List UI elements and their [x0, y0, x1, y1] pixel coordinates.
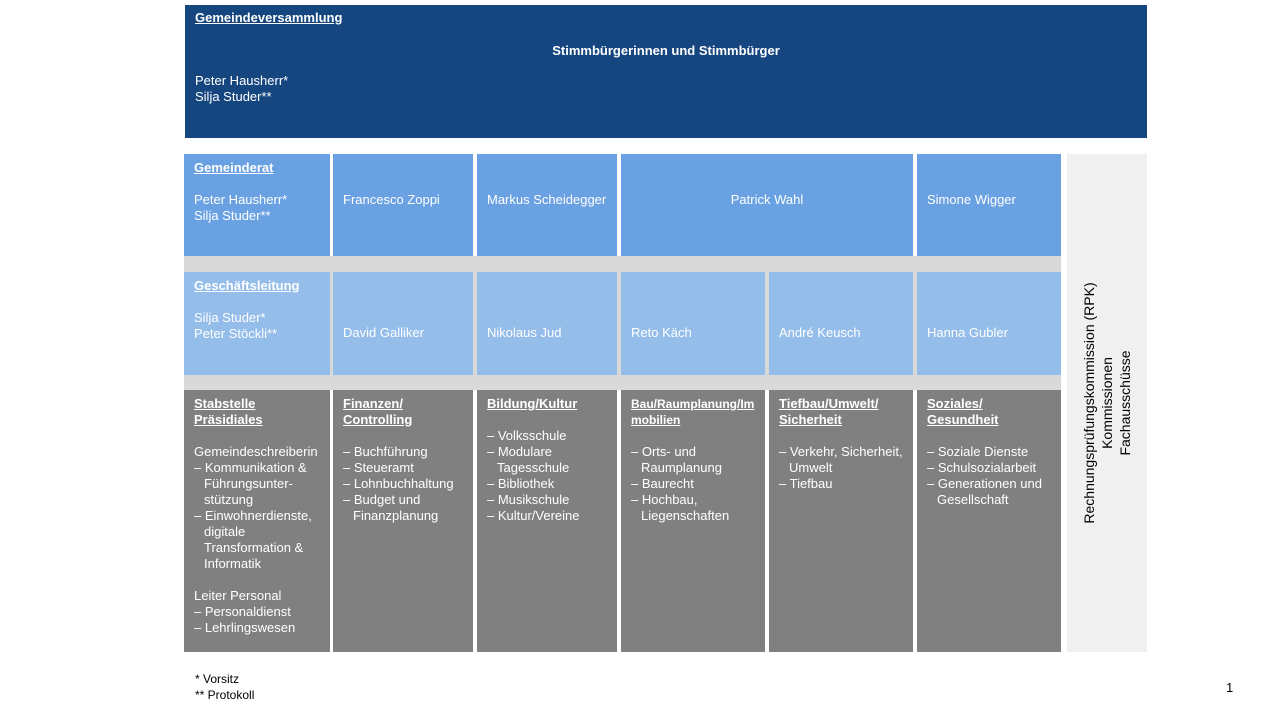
department-item: Generationen und Gesellschaft [927, 476, 1051, 508]
department-title: Bau/Raumplanung/Immobilien [631, 397, 755, 427]
department-cell: Soziales/ Gesundheit Soziale DiensteSchul… [917, 390, 1061, 652]
department-item: Soziale Dienste [927, 444, 1051, 460]
geschaeftsleitung-member-cell: Hanna Gubler [917, 272, 1061, 375]
department-item: Volksschule [487, 428, 607, 444]
rpk-box: Rechnungsprüfungskommission (RPK) Kommis… [1067, 154, 1147, 652]
gemeinderat-member-cell: Simone Wigger [917, 154, 1061, 256]
gemeindeversammlung-subtitle: Stimmbürgerinnen und Stimmbürger [552, 43, 780, 58]
member: Patrick Wahl [730, 192, 804, 207]
department-cell: Bildung/Kultur VolksschuleModulare Tagess… [477, 390, 617, 652]
department-item: Verkehr, Sicherheit, Umwelt [779, 444, 903, 476]
member: Silja Studer* [194, 310, 266, 325]
department-item: Tiefbau [779, 476, 903, 492]
department-cell: Bau/Raumplanung/Immobilien Orts- und Raum… [621, 390, 765, 652]
department-cell: Stabstelle Präsidiales Gemeindeschreiberi… [184, 390, 330, 652]
gemeindeversammlung-box: Gemeindeversammlung Stimmbürgerinnen und… [185, 5, 1147, 138]
department-item: Lehrlingswesen [194, 620, 320, 636]
department-item: Kommunikation & Führungsunter-stützung [194, 460, 320, 508]
department-item: Hochbau, Liegenschaften [631, 492, 755, 524]
department-item: Orts- und Raumplanung [631, 444, 755, 476]
page-number: 1 [1226, 680, 1234, 695]
member: Reto Käch [631, 325, 692, 340]
member: Simone Wigger [927, 192, 1016, 207]
member: Markus Scheidegger [487, 192, 607, 207]
group-lead: Leiter Personal [194, 588, 282, 603]
department-title: Tiefbau/Umwelt/ Sicherheit [779, 396, 879, 427]
gemeinderat-member-cell: Markus Scheidegger [477, 154, 617, 256]
department-title: Stabstelle Präsidiales [194, 396, 263, 427]
department-item: Schulsozialarbeit [927, 460, 1051, 476]
geschaeftsleitung-member-cell: Nikolaus Jud [477, 272, 617, 375]
member: Silja Studer** [194, 208, 271, 223]
department-item: Budget und Finanzplanung [343, 492, 463, 524]
member: Hanna Gubler [927, 325, 1008, 340]
member: André Keusch [779, 325, 861, 340]
department-item: Lohnbuchhaltung [343, 476, 463, 492]
side-label: Fachausschüsse [1117, 350, 1133, 456]
gemeinderat-cell: Gemeinderat Peter Hausherr* Silja Studer** [184, 154, 330, 256]
department-item: Personaldienst [194, 604, 320, 620]
group-lead: Gemeindeschreiberin [194, 444, 318, 459]
department-item: Buchführung [343, 444, 463, 460]
department-item: Kultur/Vereine [487, 508, 607, 524]
department-item: Bibliothek [487, 476, 607, 492]
member: Peter Hausherr* [194, 192, 288, 207]
geschaeftsleitung-title: Geschäftsleitung [194, 278, 300, 293]
department-title: Soziales/ Gesundheit [927, 396, 999, 427]
department-item: Einwohnerdienste, digitale Transformatio… [194, 508, 320, 572]
department-cell: Tiefbau/Umwelt/ Sicherheit Verkehr, Siche… [769, 390, 913, 652]
footnote: ** Protokoll [195, 688, 255, 702]
geschaeftsleitung-member-cell: David Galliker [333, 272, 473, 375]
side-label: Rechnungsprüfungskommission (RPK) [1081, 282, 1097, 524]
geschaeftsleitung-member-cell: André Keusch [769, 272, 913, 375]
member: Peter Hausherr* [195, 73, 289, 88]
department-title: Finanzen/ Controlling [343, 396, 413, 427]
geschaeftsleitung-member-cell: Reto Käch [621, 272, 765, 375]
gemeindeversammlung-title: Gemeindeversammlung [195, 10, 343, 25]
member: Peter Stöckli** [194, 326, 278, 341]
department-item: Steueramt [343, 460, 463, 476]
geschaeftsleitung-cell: Geschäftsleitung Silja Studer* Peter Stöck… [184, 272, 330, 375]
footnotes: * Vorsitz ** Protokoll [195, 671, 254, 703]
department-title: Bildung/Kultur [487, 396, 578, 411]
gemeinderat-member-cell: Francesco Zoppi [333, 154, 473, 256]
department-item: Musikschule [487, 492, 607, 508]
member: Francesco Zoppi [343, 192, 440, 207]
member: Nikolaus Jud [487, 325, 562, 340]
footnote: * Vorsitz [195, 672, 240, 686]
department-cell: Finanzen/ Controlling BuchführungSteueram… [333, 390, 473, 652]
member: Silja Studer** [195, 89, 272, 104]
department-item: Baurecht [631, 476, 755, 492]
side-label: Kommissionen [1099, 357, 1115, 449]
member: David Galliker [343, 325, 424, 340]
gemeinderat-title: Gemeinderat [194, 160, 274, 175]
department-item: Modulare Tagesschule [487, 444, 607, 476]
gemeinderat-member-cell: Patrick Wahl [621, 154, 913, 256]
